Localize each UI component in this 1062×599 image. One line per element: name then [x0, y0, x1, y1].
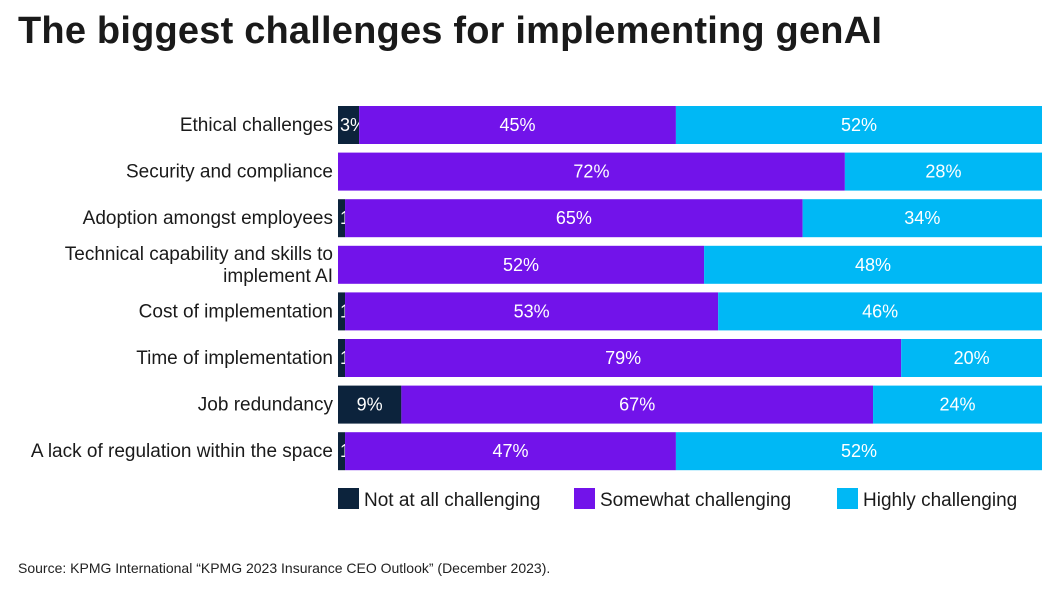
data-label: 79%	[605, 348, 641, 368]
category-label: Adoption amongst employees	[83, 208, 333, 229]
bar-segment	[718, 292, 1042, 331]
data-label: 65%	[556, 208, 592, 228]
source-note: Source: KPMG International “KPMG 2023 In…	[18, 560, 551, 576]
bar-segment	[338, 292, 346, 331]
bar-segment	[338, 106, 360, 144]
category-label: Technical capability and skills to implem…	[65, 244, 333, 287]
data-label: 24%	[940, 395, 976, 415]
bar-segment	[401, 385, 874, 424]
data-label: 52%	[503, 255, 539, 275]
data-label: 48%	[855, 255, 891, 275]
data-label: 20%	[954, 348, 990, 368]
category-label: Time of implementation	[136, 348, 333, 369]
legend-swatch	[574, 488, 595, 509]
category-label: Cost of implementation	[139, 301, 333, 322]
bar-segment	[704, 245, 1042, 284]
bar-segment	[345, 432, 676, 471]
bar-segment	[345, 339, 902, 377]
data-label: 72%	[573, 162, 609, 182]
legend-label: Highly challenging	[863, 490, 1017, 511]
data-label: 52%	[841, 441, 877, 461]
data-label: 53%	[514, 301, 550, 321]
bar-segment	[338, 245, 705, 284]
category-label: Job redundancy	[198, 395, 334, 416]
data-label: 28%	[925, 162, 961, 182]
category-label: Security and compliance	[126, 162, 333, 183]
data-label: 67%	[619, 395, 655, 415]
bar-segment	[675, 432, 1042, 471]
legend-swatch	[338, 488, 359, 509]
bar-segment	[338, 199, 346, 238]
data-label: 46%	[862, 301, 898, 321]
bar-segment	[359, 106, 676, 144]
data-label: 45%	[500, 115, 536, 135]
data-label: 34%	[904, 208, 940, 228]
legend-label: Not at all challenging	[364, 490, 540, 511]
chart-title: The biggest challenges for implementing …	[18, 10, 883, 52]
bar-segment	[345, 199, 803, 238]
category-label: A lack of regulation within the space	[31, 441, 333, 462]
data-label: 9%	[357, 395, 383, 415]
bar-segment	[338, 385, 402, 424]
bar-segment	[675, 106, 1042, 144]
bar-segment	[345, 292, 719, 331]
data-label: 52%	[841, 115, 877, 135]
bar-segment	[873, 385, 1042, 424]
data-label: 47%	[492, 441, 528, 461]
category-label: Ethical challenges	[180, 115, 333, 136]
bar-segment	[802, 199, 1042, 238]
bar-segment	[338, 339, 346, 377]
bar-segment	[338, 432, 346, 471]
legend-swatch	[837, 488, 858, 509]
bar-segment	[338, 152, 845, 191]
bar-segment	[901, 339, 1042, 377]
bar-segment	[844, 152, 1042, 191]
legend-label: Somewhat challenging	[600, 490, 791, 511]
